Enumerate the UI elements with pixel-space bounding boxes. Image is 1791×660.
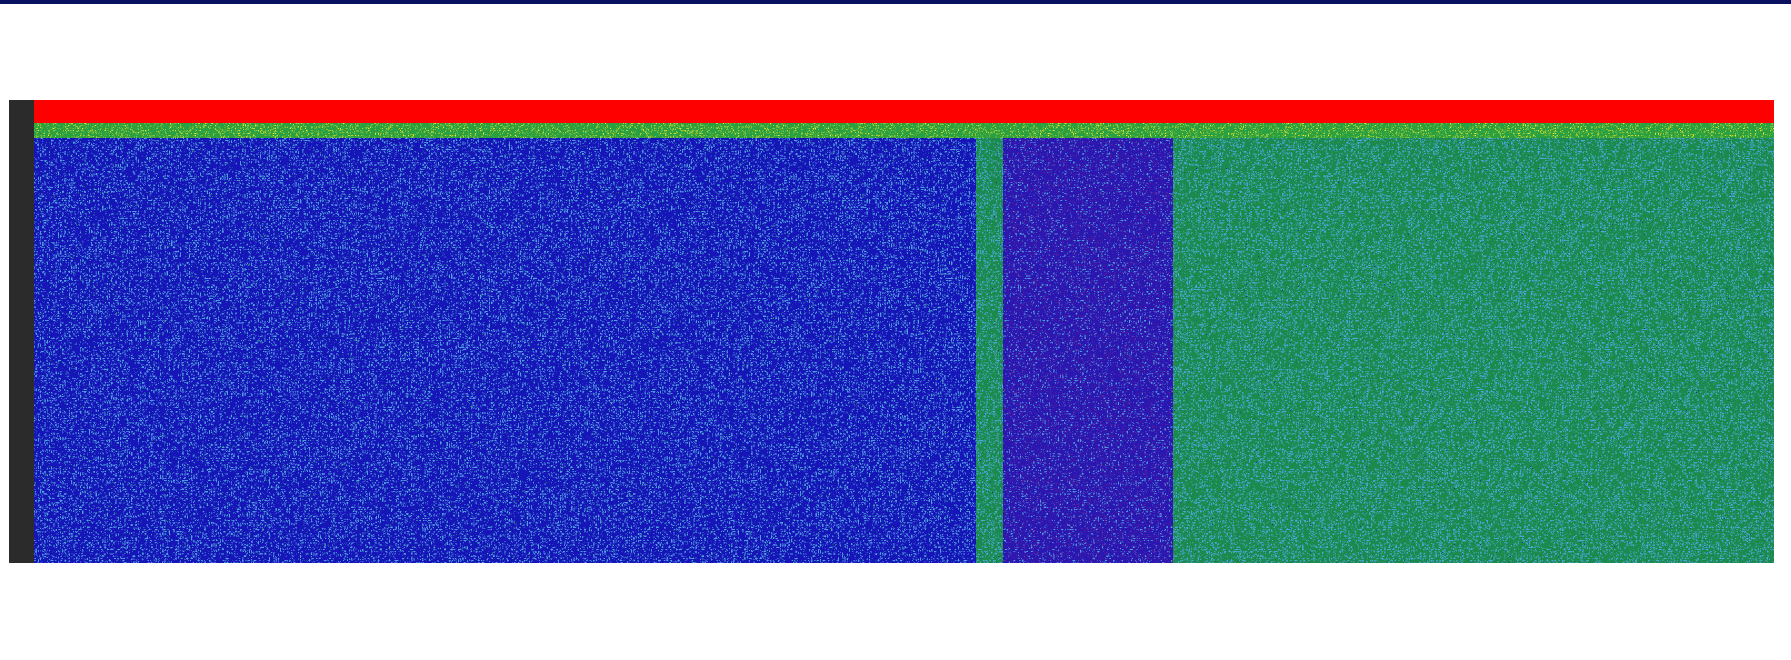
- green-region: [1173, 100, 1774, 563]
- top-bar: [0, 0, 1791, 4]
- screenshot: [0, 0, 1791, 660]
- blue-region: [9, 100, 976, 563]
- green-strip: [976, 100, 1003, 563]
- simulation-panel: [9, 100, 1774, 563]
- page: [0, 0, 1791, 660]
- left-wall: [9, 100, 34, 563]
- red-layer: [9, 100, 1774, 123]
- purple-region: [1003, 100, 1173, 563]
